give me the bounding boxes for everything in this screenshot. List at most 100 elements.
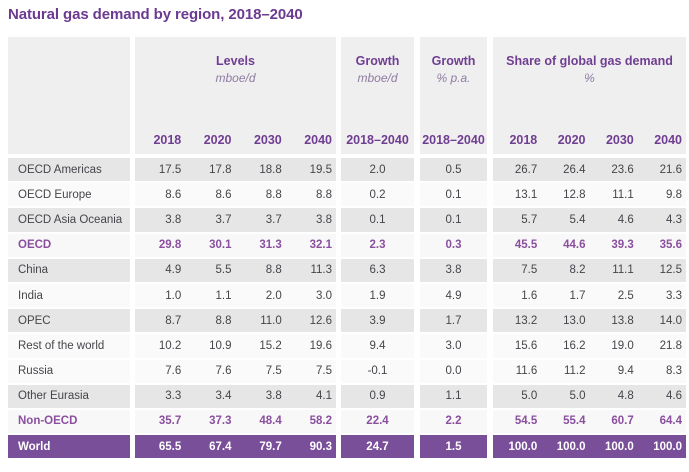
value-cell: 1.0 — [165, 289, 182, 302]
value-cell: 3.0 — [445, 339, 462, 352]
value-cell: 2.0 — [265, 289, 282, 302]
header-group-growth-pa: Growth % p.a. 2018–2040 — [420, 37, 487, 154]
value-cell: 0.5 — [445, 163, 462, 176]
growth-pa-label: Growth — [431, 54, 476, 68]
value-cell: 21.8 — [659, 339, 682, 352]
value-cell: 2.5 — [617, 289, 634, 302]
value-cell: 3.8 — [265, 390, 282, 403]
value-cell: 64.4 — [659, 415, 682, 428]
value-cell: 3.3 — [165, 390, 182, 403]
year-header: 2018 — [509, 133, 538, 147]
region-name: India — [18, 289, 43, 302]
growth-pa-unit-label: % p.a. — [436, 71, 471, 85]
value-cell: 4.3 — [666, 213, 682, 226]
value-cell: 30.1 — [209, 239, 232, 252]
value-cell: 58.2 — [309, 415, 332, 428]
region-name: OECD Europe — [18, 188, 92, 201]
value-cell: 29.8 — [158, 239, 182, 252]
value-cell: 5.7 — [521, 213, 538, 226]
region-name: Russia — [18, 365, 54, 378]
table-row-world: World 65.5 67.4 79.7 90.3 24.7 1.5 100.0… — [8, 435, 686, 459]
value-cell: 100.0 — [556, 440, 586, 453]
value-cell: 22.4 — [366, 415, 389, 428]
value-cell: 60.7 — [611, 415, 634, 428]
value-cell: 100.0 — [508, 440, 538, 453]
value-cell: 3.0 — [316, 289, 332, 302]
value-cell: 15.2 — [259, 339, 282, 352]
year-header: 2020 — [203, 133, 232, 147]
value-cell: 3.8 — [316, 213, 332, 226]
value-cell: 11.2 — [563, 365, 586, 378]
value-cell: 14.0 — [659, 314, 682, 327]
value-cell: 35.7 — [158, 415, 182, 428]
value-cell: 2.3 — [369, 239, 386, 252]
value-cell: 100.0 — [653, 440, 682, 453]
levels-unit-label: mboe/d — [215, 71, 256, 85]
value-cell: 0.2 — [369, 188, 386, 201]
value-cell: 13.8 — [611, 314, 634, 327]
value-cell: 6.3 — [369, 264, 386, 277]
table-header: Levels mboe/d 2018 2020 2030 2040 Growth… — [8, 37, 686, 154]
value-cell: 0.1 — [369, 213, 386, 226]
value-cell: 90.3 — [309, 440, 332, 453]
share-group-label: Share of global gas demand — [506, 54, 673, 68]
region-name: China — [18, 264, 49, 277]
value-cell: 9.4 — [369, 339, 386, 352]
value-cell: 65.5 — [158, 440, 182, 453]
value-cell: 24.7 — [366, 440, 389, 453]
value-cell: 11.1 — [612, 264, 634, 277]
value-cell: 1.5 — [445, 440, 462, 453]
region-name: OECD Americas — [18, 163, 102, 176]
value-cell: 13.1 — [514, 188, 538, 201]
value-cell: 11.0 — [260, 314, 282, 327]
value-cell: 1.9 — [369, 289, 386, 302]
table-row-rest-of-world: Rest of the world 10.2 10.9 15.2 19.6 9.… — [8, 334, 686, 358]
value-cell: 12.6 — [309, 314, 332, 327]
value-cell: 8.2 — [569, 264, 586, 277]
value-cell: 8.8 — [215, 314, 232, 327]
value-cell: 11.3 — [310, 264, 332, 277]
year-header: 2040 — [654, 133, 682, 147]
value-cell: 8.6 — [165, 188, 182, 201]
value-cell: 0.1 — [445, 188, 462, 201]
value-cell: 17.5 — [158, 163, 182, 176]
table-row-oecd-europe: OECD Europe 8.6 8.6 8.8 8.8 0.2 0.1 13.1… — [8, 183, 686, 207]
value-cell: 31.3 — [259, 239, 282, 252]
value-cell: 9.4 — [617, 365, 634, 378]
value-cell: 7.5 — [265, 365, 282, 378]
header-group-share: Share of global gas demand % 2018 2020 2… — [493, 37, 686, 154]
value-cell: 4.9 — [445, 289, 462, 302]
value-cell: 44.6 — [563, 239, 586, 252]
table-row-opec: OPEC 8.7 8.8 11.0 12.6 3.9 1.7 13.2 13.0… — [8, 309, 686, 333]
value-cell: 0.9 — [369, 390, 386, 403]
value-cell: 3.7 — [215, 213, 232, 226]
value-cell: 0.1 — [445, 213, 462, 226]
value-cell: 3.8 — [445, 264, 462, 277]
value-cell: 35.6 — [659, 239, 682, 252]
page-title: Natural gas demand by region, 2018–2040 — [8, 6, 303, 23]
value-cell: 55.4 — [563, 415, 586, 428]
value-cell: 17.8 — [209, 163, 232, 176]
region-name: Other Eurasia — [18, 390, 89, 403]
value-cell: 45.5 — [514, 239, 538, 252]
table-row-india: India 1.0 1.1 2.0 3.0 1.9 4.9 1.6 1.7 2.… — [8, 283, 686, 308]
demand-table: Levels mboe/d 2018 2020 2030 2040 Growth… — [8, 37, 686, 459]
value-cell: 7.5 — [521, 264, 538, 277]
region-name: Non-OECD — [18, 415, 78, 428]
value-cell: 5.4 — [569, 213, 586, 226]
year-header: 2030 — [605, 133, 634, 147]
value-cell: 1.6 — [521, 289, 538, 302]
region-name: Rest of the world — [18, 339, 105, 352]
period-header: 2018–2040 — [346, 133, 409, 147]
value-cell: 0.0 — [445, 365, 462, 378]
year-header: 2030 — [253, 133, 282, 147]
value-cell: 11.6 — [515, 365, 538, 378]
value-cell: 15.6 — [514, 339, 538, 352]
value-cell: 54.5 — [514, 415, 538, 428]
table-row-oecd-asia-oceania: OECD Asia Oceania 3.8 3.7 3.7 3.8 0.1 0.… — [8, 208, 686, 232]
value-cell: 19.6 — [309, 339, 332, 352]
value-cell: 37.3 — [209, 415, 232, 428]
year-header: 2018 — [153, 133, 182, 147]
table-row-china: China 4.9 5.5 8.8 11.3 6.3 3.8 7.5 8.2 1… — [8, 258, 686, 282]
value-cell: 3.9 — [369, 314, 386, 327]
